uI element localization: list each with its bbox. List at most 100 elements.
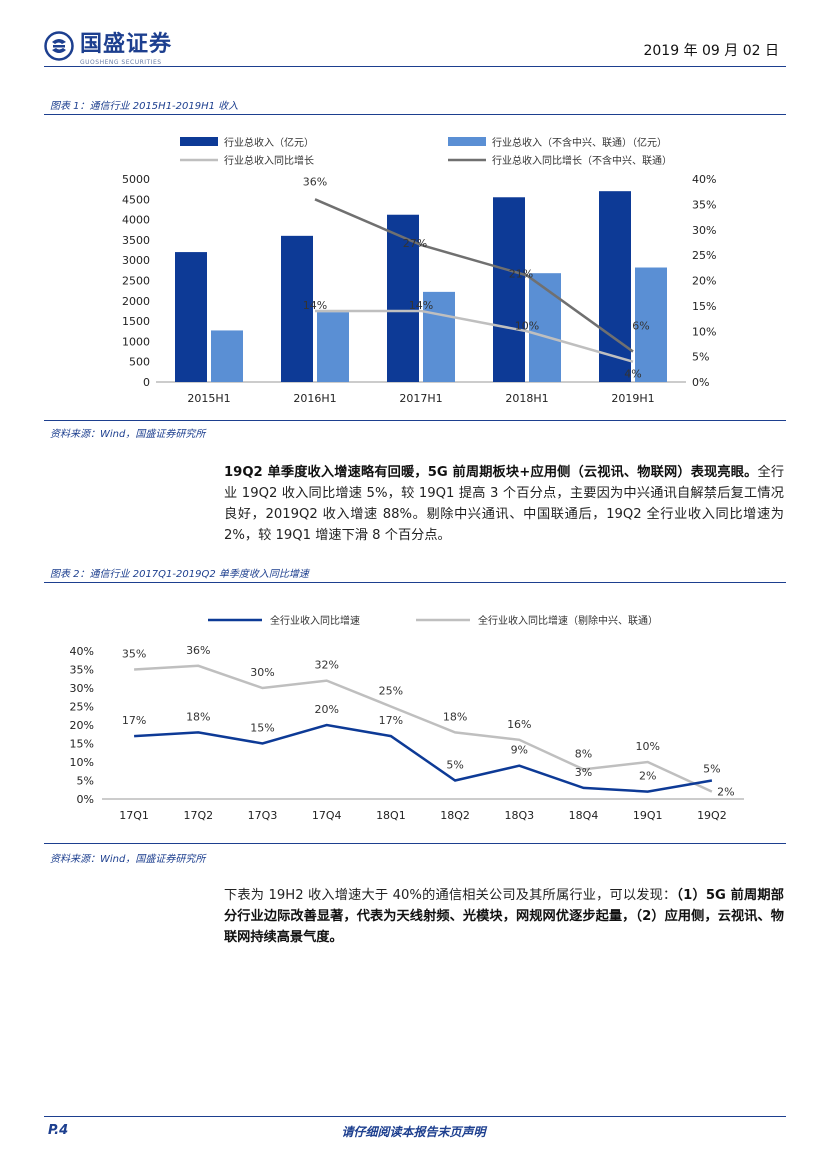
y-right-tick-label: 10% <box>692 325 716 338</box>
legend-label-1: 全行业收入同比增速（剔除中兴、联通） <box>478 614 658 627</box>
x-tick-label: 19Q2 <box>697 809 727 822</box>
x-tick-label: 17Q4 <box>312 809 342 822</box>
data-label-excl: 35% <box>122 648 146 661</box>
figure1-chart: 行业总收入（亿元） 行业总收入（不含中兴、联通）（亿元） 行业总收入同比增长 行业总收… <box>122 136 716 405</box>
y-right-tick-label: 25% <box>692 249 716 262</box>
figure1-source: 资料来源：Wind，国盛证券研究所 <box>50 429 206 440</box>
paragraph2-body: 下表为 19H2 收入增速大于 40%的通信相关公司及其所属行业，可以发现： <box>224 888 677 903</box>
data-label-excl: 32% <box>314 659 338 672</box>
data-label-excl: 25% <box>379 685 403 698</box>
y-tick-label: 30% <box>70 682 94 695</box>
x-tick-label: 17Q3 <box>248 809 278 822</box>
data-label-excl: 16% <box>507 718 531 731</box>
figure2-bottom-rule <box>44 843 786 844</box>
logo-subtitle: GUOSHENG SECURITIES <box>80 59 162 66</box>
y-left-tick-label: 4000 <box>122 214 150 227</box>
data-label-growth: 14% <box>303 299 327 312</box>
x-tick-label: 2017H1 <box>399 392 442 405</box>
figure2-chart: 全行业收入同比增速 全行业收入同比增速（剔除中兴、联通） 0% 5% 10% 15% 20%… <box>70 614 744 822</box>
x-tick-label: 18Q2 <box>440 809 470 822</box>
x-tick-label: 2018H1 <box>505 392 548 405</box>
bar-total <box>493 197 525 382</box>
y-left-tick-label: 5000 <box>122 173 150 186</box>
data-label-total: 2% <box>639 770 656 783</box>
y-left-tick-label: 3000 <box>122 254 150 267</box>
figure1-top-rule <box>44 114 786 115</box>
y-left-tick-label: 3500 <box>122 234 150 247</box>
x-tick-label: 17Q2 <box>183 809 213 822</box>
x-tick-label: 2019H1 <box>611 392 654 405</box>
data-label-growth-excl: 36% <box>303 175 327 188</box>
data-label-total: 18% <box>186 710 210 723</box>
data-label-growth-excl: 27% <box>403 237 427 250</box>
data-label-growth-excl: 6% <box>632 320 649 333</box>
x-tick-label: 18Q1 <box>376 809 406 822</box>
x-tick-label: 2015H1 <box>187 392 230 405</box>
data-label-excl: 36% <box>186 644 210 657</box>
paragraph1-body: 全行业 19Q2 收入同比增速 5%，较 19Q1 提高 3 个百分点，主要因为… <box>224 465 785 543</box>
y-left-tick-label: 0 <box>143 376 150 389</box>
y-left-tick-label: 2500 <box>122 275 150 288</box>
y-left-tick-label: 500 <box>129 356 150 369</box>
data-label-excl: 18% <box>443 710 467 723</box>
legend-swatch-1 <box>448 137 486 146</box>
data-label-growth: 14% <box>409 299 433 312</box>
y-right-tick-label: 30% <box>692 224 716 237</box>
bar-excl <box>317 312 349 382</box>
page-number: P.4 <box>48 1123 69 1138</box>
legend-label-0: 行业总收入（亿元） <box>224 136 314 149</box>
y-tick-label: 5% <box>77 775 94 788</box>
x-tick-label: 2016H1 <box>293 392 336 405</box>
legend-label-0: 全行业收入同比增速 <box>270 614 360 627</box>
brand-logo: 国盛证券 GUOSHENG SECURITIES <box>44 26 172 66</box>
paragraph1: 19Q2 单季度收入增速略有回暖，5G 前周期板块+应用侧（云视讯、物联网）表现… <box>224 462 784 546</box>
data-label-total: 17% <box>122 714 146 727</box>
disclaimer-notice: 请仔细阅读本报告末页声明 <box>341 1125 486 1139</box>
data-label-total: 17% <box>379 714 403 727</box>
y-tick-label: 40% <box>70 645 94 658</box>
data-label-total: 5% <box>446 759 463 772</box>
bar-total <box>281 235 313 382</box>
x-tick-label: 18Q3 <box>504 809 534 822</box>
legend-label-2: 行业总收入同比增长 <box>224 154 314 167</box>
x-tick-label: 19Q1 <box>633 809 663 822</box>
x-tick-label: 18Q4 <box>569 809 599 822</box>
y-tick-label: 15% <box>70 738 94 751</box>
data-label-excl: 8% <box>575 747 592 760</box>
y-right-tick-label: 0% <box>692 376 709 389</box>
paragraph1-lead: 19Q2 单季度收入增速略有回暖，5G 前周期板块+应用侧（云视讯、物联网）表现… <box>224 465 758 480</box>
y-tick-label: 20% <box>70 719 94 732</box>
paragraph2: 下表为 19H2 收入增速大于 40%的通信相关公司及其所属行业，可以发现：（1… <box>224 885 784 948</box>
figure2-top-rule <box>44 582 786 583</box>
report-date: 2019 年 09 月 02 日 <box>643 43 779 59</box>
y-right-tick-label: 35% <box>692 198 716 211</box>
line-series-2 <box>315 309 634 363</box>
y-left-tick-label: 2000 <box>122 295 150 308</box>
footer-divider <box>44 1116 786 1117</box>
figure1-caption: 图表 1：通信行业 2015H1-2019H1 收入 <box>50 101 239 112</box>
legend-label-1: 行业总收入（不含中兴、联通）（亿元） <box>492 136 667 149</box>
legend-swatch-0 <box>180 137 218 146</box>
legend-label-3: 行业总收入同比增长（不含中兴、联通） <box>492 154 672 167</box>
y-tick-label: 0% <box>77 793 94 806</box>
data-label-total: 3% <box>575 766 592 779</box>
data-label-growth: 10% <box>515 319 539 332</box>
data-label-excl: 2% <box>717 786 734 799</box>
bar-excl <box>529 273 561 382</box>
figure1-bottom-rule <box>44 420 786 421</box>
y-tick-label: 10% <box>70 756 94 769</box>
figure2-caption: 图表 2：通信行业 2017Q1-2019Q2 单季度收入同比增速 <box>50 569 309 580</box>
data-label-total: 5% <box>703 763 720 776</box>
logo-text: 国盛证券 <box>80 32 173 57</box>
data-label-excl: 30% <box>250 666 274 679</box>
y-left-tick-label: 1000 <box>122 335 150 348</box>
data-label-total: 15% <box>250 722 274 735</box>
line-series-0 <box>134 723 713 793</box>
paragraph2-lead: （1）5G 前周期部分行业边际改善显著，代表为天线射频、光模块，网规网优逐步起量… <box>224 888 784 945</box>
bar-excl <box>423 291 455 382</box>
y-left-tick-label: 4500 <box>122 193 150 206</box>
data-label-total: 9% <box>511 744 528 757</box>
y-right-tick-label: 5% <box>692 351 709 364</box>
y-tick-label: 35% <box>70 664 94 677</box>
y-right-tick-label: 20% <box>692 275 716 288</box>
